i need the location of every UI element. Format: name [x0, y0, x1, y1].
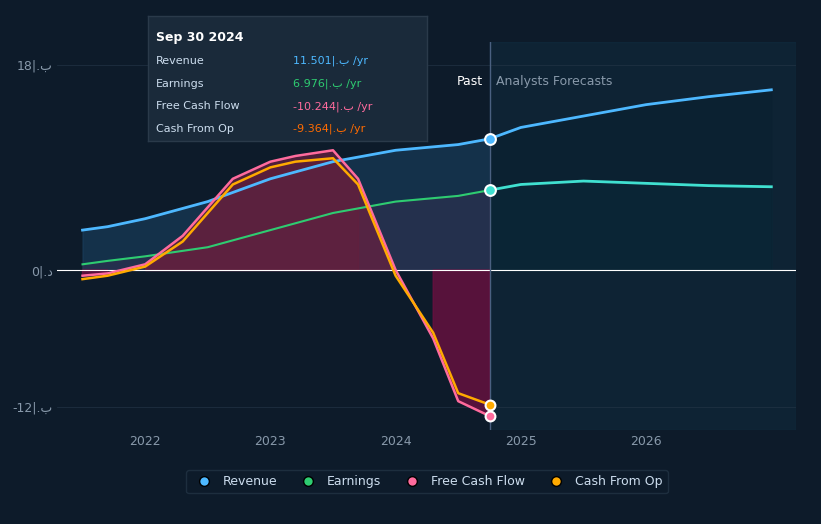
- Text: Revenue: Revenue: [156, 56, 205, 66]
- Point: [483, 412, 496, 420]
- Legend: Revenue, Earnings, Free Cash Flow, Cash From Op: Revenue, Earnings, Free Cash Flow, Cash …: [186, 470, 667, 493]
- Text: Analysts Forecasts: Analysts Forecasts: [496, 75, 612, 89]
- Text: Free Cash Flow: Free Cash Flow: [156, 101, 240, 111]
- Text: Cash From Op: Cash From Op: [156, 124, 234, 134]
- Point: [483, 400, 496, 409]
- Text: Earnings: Earnings: [156, 79, 204, 89]
- Point: [483, 186, 496, 194]
- Bar: [489, 42, 796, 430]
- Text: -10.244|.ب /yr: -10.244|.ب /yr: [293, 101, 372, 112]
- Text: Sep 30 2024: Sep 30 2024: [156, 31, 244, 44]
- Point: [483, 135, 496, 143]
- Text: Past: Past: [457, 75, 484, 89]
- Text: 6.976|.ب /yr: 6.976|.ب /yr: [293, 79, 361, 89]
- Text: -9.364|.ب /yr: -9.364|.ب /yr: [293, 124, 365, 134]
- Text: 11.501|.ب /yr: 11.501|.ب /yr: [293, 56, 368, 67]
